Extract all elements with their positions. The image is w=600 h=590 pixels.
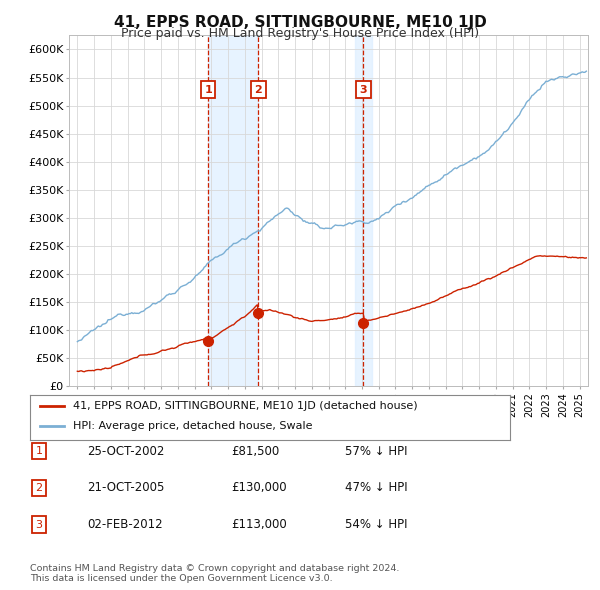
Text: 54% ↓ HPI: 54% ↓ HPI [345,518,407,531]
Text: 02-FEB-2012: 02-FEB-2012 [87,518,163,531]
Bar [208,35,259,386]
Text: 3: 3 [35,520,43,529]
Text: 21-OCT-2005: 21-OCT-2005 [87,481,164,494]
Text: £81,500: £81,500 [231,445,279,458]
Text: 1: 1 [204,85,212,95]
Text: 25-OCT-2002: 25-OCT-2002 [87,445,164,458]
Text: Price paid vs. HM Land Registry's House Price Index (HPI): Price paid vs. HM Land Registry's House … [121,27,479,40]
Bar [355,35,372,386]
Text: 47% ↓ HPI: 47% ↓ HPI [345,481,407,494]
Text: 41, EPPS ROAD, SITTINGBOURNE, ME10 1JD (detached house): 41, EPPS ROAD, SITTINGBOURNE, ME10 1JD (… [73,401,418,411]
Text: 41, EPPS ROAD, SITTINGBOURNE, ME10 1JD: 41, EPPS ROAD, SITTINGBOURNE, ME10 1JD [113,15,487,30]
Text: 2: 2 [35,483,43,493]
Text: Contains HM Land Registry data © Crown copyright and database right 2024.
This d: Contains HM Land Registry data © Crown c… [30,563,400,583]
Text: 57% ↓ HPI: 57% ↓ HPI [345,445,407,458]
Text: 1: 1 [35,447,43,456]
Text: HPI: Average price, detached house, Swale: HPI: Average price, detached house, Swal… [73,421,313,431]
Text: 2: 2 [254,85,262,95]
Text: £130,000: £130,000 [231,481,287,494]
Text: £113,000: £113,000 [231,518,287,531]
Text: 3: 3 [359,85,367,95]
